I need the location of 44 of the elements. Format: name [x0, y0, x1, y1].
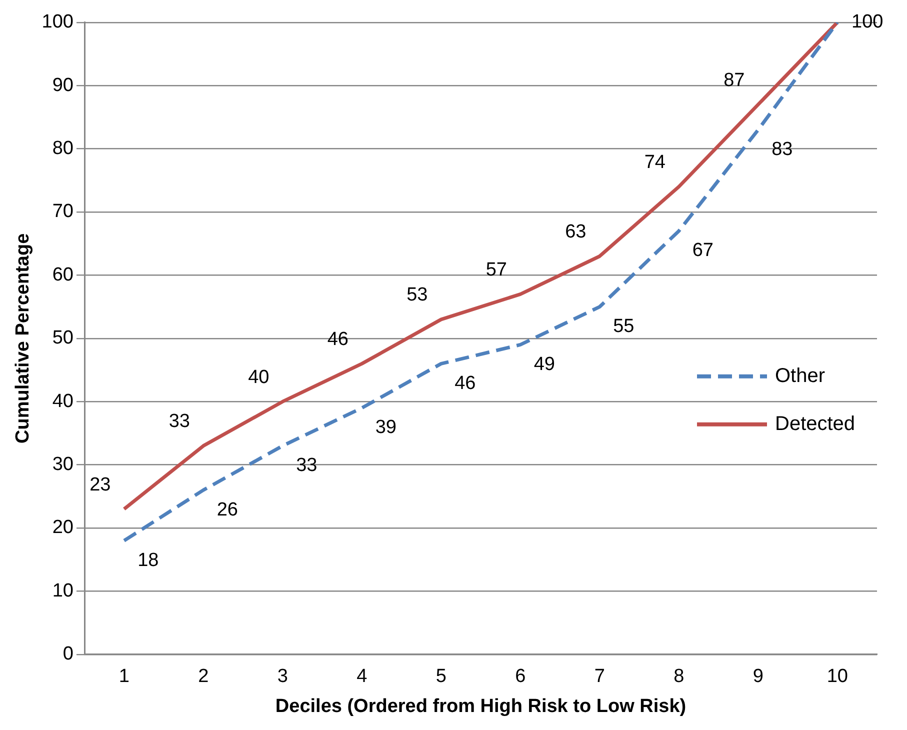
data-label: 87: [724, 70, 745, 91]
data-label: 67: [692, 240, 714, 262]
x-tick-label: 4: [356, 666, 368, 688]
data-label: 33: [296, 455, 318, 476]
data-label: 33: [168, 411, 190, 432]
data-label: 100: [852, 12, 884, 33]
data-label: 53: [406, 284, 428, 306]
x-tick-label: 7: [594, 666, 605, 688]
x-tick-label: 5: [436, 666, 446, 688]
data-label: 57: [486, 259, 507, 280]
y-tick-label: 50: [52, 328, 74, 349]
data-label: 63: [565, 221, 586, 242]
data-label: 40: [248, 366, 270, 388]
data-label: 39: [375, 417, 396, 438]
y-tick-label: 0: [62, 644, 74, 665]
data-label: 46: [327, 328, 348, 350]
y-tick-label: 100: [42, 12, 74, 33]
x-tick-label: 2: [198, 666, 209, 688]
x-tick-label: 8: [674, 666, 684, 688]
data-label: 83: [772, 139, 793, 160]
y-tick-label: 80: [52, 138, 74, 160]
y-tick-label: 40: [52, 390, 74, 412]
data-label: 46: [454, 372, 476, 394]
legend-label: Other: [775, 364, 826, 387]
y-tick-label: 10: [52, 580, 74, 602]
data-label: 55: [613, 316, 634, 338]
x-tick-label: 9: [752, 666, 764, 688]
data-label: 23: [90, 474, 111, 496]
legend-label: Detected: [775, 412, 856, 435]
x-tick-label: 1: [118, 666, 130, 688]
y-tick-label: 30: [52, 454, 74, 476]
data-label: 26: [216, 499, 238, 520]
x-tick-label: 6: [515, 666, 526, 688]
x-tick-label: 3: [277, 666, 288, 688]
y-tick-label: 60: [52, 264, 74, 286]
y-tick-label: 20: [52, 517, 74, 538]
data-label: 18: [138, 550, 159, 571]
y-tick-label: 70: [52, 201, 74, 222]
x-tick-label: 10: [826, 666, 848, 688]
y-tick-label: 90: [52, 74, 74, 96]
y-axis-title: Cumulative Percentage: [12, 233, 34, 444]
x-axis-title: Deciles (Ordered from High Risk to Low Risk): [275, 696, 686, 717]
data-label: 74: [644, 152, 666, 173]
data-label: 49: [534, 354, 555, 375]
